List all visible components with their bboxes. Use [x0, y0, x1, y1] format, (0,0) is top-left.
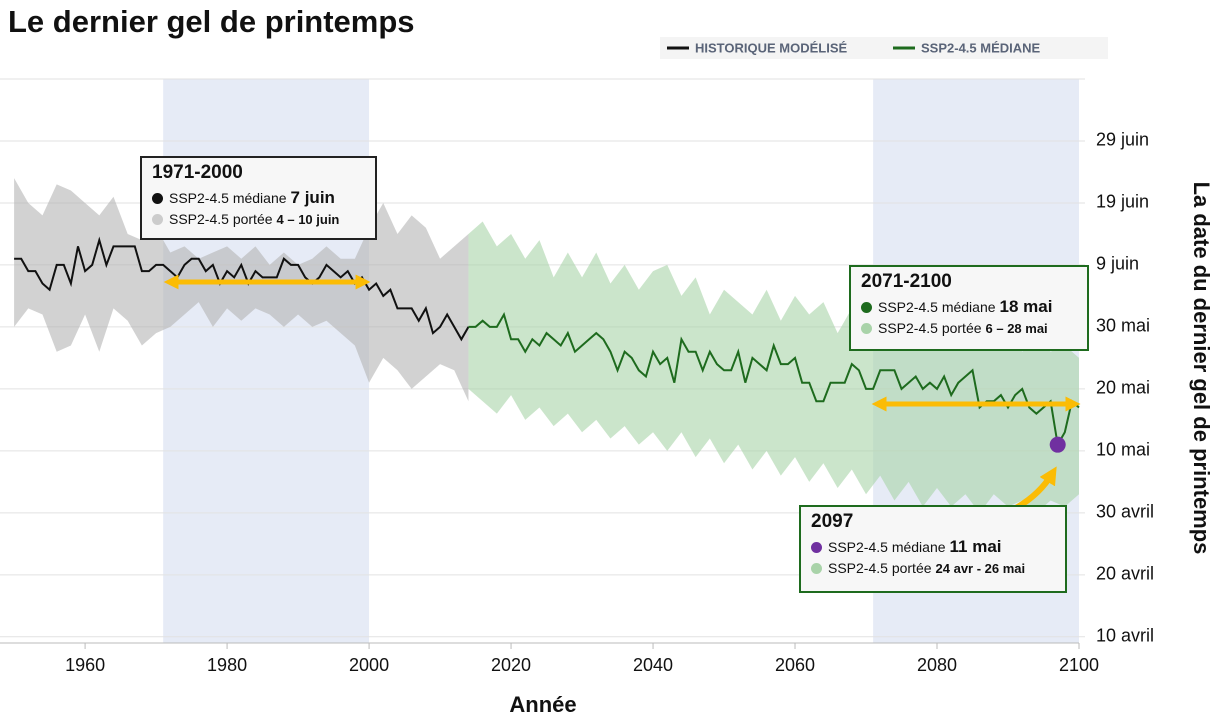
bullet	[861, 322, 872, 334]
annotation-value: 24 avr - 26 mai	[935, 560, 1026, 576]
y-tick-label: 9 juin	[1096, 254, 1139, 274]
annotation-text: SSP2-4.5 portée	[828, 560, 932, 576]
y-axis-label: La date du dernier gel de printemps	[1189, 182, 1214, 555]
annotation-line: SSP2-4.5 portée 24 avr - 26 mai	[811, 560, 1055, 576]
y-tick-label: 20 avril	[1096, 564, 1154, 584]
annotation-title: 2071-2100	[861, 271, 952, 292]
annotation-line: SSP2-4.5 médiane 18 mai	[861, 297, 1077, 317]
y-tick-label: 20 mai	[1096, 378, 1150, 398]
series-line	[14, 236, 470, 342]
x-axis-label: Année	[509, 692, 576, 717]
annotation-value: 4 – 10 juin	[276, 211, 340, 227]
annotation-text: SSP2-4.5 portée	[878, 320, 982, 336]
annotation-box: 2097 SSP2-4.5 médiane 11 mai SSP2-4.5 porté…	[799, 505, 1067, 593]
x-tick-label: 2080	[917, 655, 957, 675]
legend-label: HISTORIQUE MODÉLISÉ	[695, 40, 847, 55]
annotation-value: 18 mai	[999, 297, 1053, 316]
y-tick-label: 10 avril	[1096, 626, 1154, 646]
annotation-line: SSP2-4.5 médiane 7 juin	[152, 188, 365, 208]
annotation-title: 1971-2000	[152, 162, 243, 183]
x-tick-label: 2100	[1059, 655, 1099, 675]
x-tick-label: 2020	[491, 655, 531, 675]
bullet	[861, 301, 872, 313]
bullet	[152, 192, 163, 204]
x-tick-label: 2040	[633, 655, 673, 675]
legend-bg	[660, 37, 1108, 59]
range-band	[14, 178, 469, 402]
x-tick-label: 2000	[349, 655, 389, 675]
annotation-line: SSP2-4.5 portée 4 – 10 juin	[152, 211, 365, 227]
highlight-point	[1049, 436, 1066, 453]
chart-title: Le dernier gel de printemps	[8, 4, 415, 39]
y-tick-label: 19 juin	[1096, 192, 1149, 212]
annotation-text: SSP2-4.5 médiane	[169, 190, 287, 206]
y-tick-label: 10 mai	[1096, 440, 1150, 460]
range-band	[468, 221, 1080, 513]
x-tick-label: 2060	[775, 655, 815, 675]
legend-label: SSP2-4.5 MÉDIANE	[921, 40, 1041, 55]
annotation-box: 1971-2000 SSP2-4.5 médiane 7 juin SSP2-4.5 …	[140, 156, 377, 240]
x-tick-label: 1980	[207, 655, 247, 675]
bullet	[811, 562, 822, 574]
annotation-box: 2071-2100 SSP2-4.5 médiane 18 mai SSP2-4.5 …	[849, 265, 1089, 351]
annotation-line: SSP2-4.5 portée 6 – 28 mai	[861, 320, 1077, 336]
annotation-text: SSP2-4.5 portée	[169, 211, 273, 227]
annotation-line: SSP2-4.5 médiane 11 mai	[811, 537, 1055, 557]
annotation-value: 7 juin	[290, 188, 335, 207]
bullet	[811, 541, 822, 553]
annotation-title: 2097	[811, 511, 854, 532]
annotation-text: SSP2-4.5 médiane	[878, 299, 996, 315]
y-tick-label: 29 juin	[1096, 130, 1149, 150]
annotation-value: 6 – 28 mai	[985, 320, 1048, 336]
annotation-value: 11 mai	[949, 537, 1002, 556]
y-tick-label: 30 avril	[1096, 502, 1154, 522]
bullet	[152, 213, 163, 225]
annotation-text: SSP2-4.5 médiane	[828, 539, 946, 555]
y-tick-label: 30 mai	[1096, 316, 1150, 336]
x-tick-label: 1960	[65, 655, 105, 675]
series-line	[468, 311, 1080, 448]
